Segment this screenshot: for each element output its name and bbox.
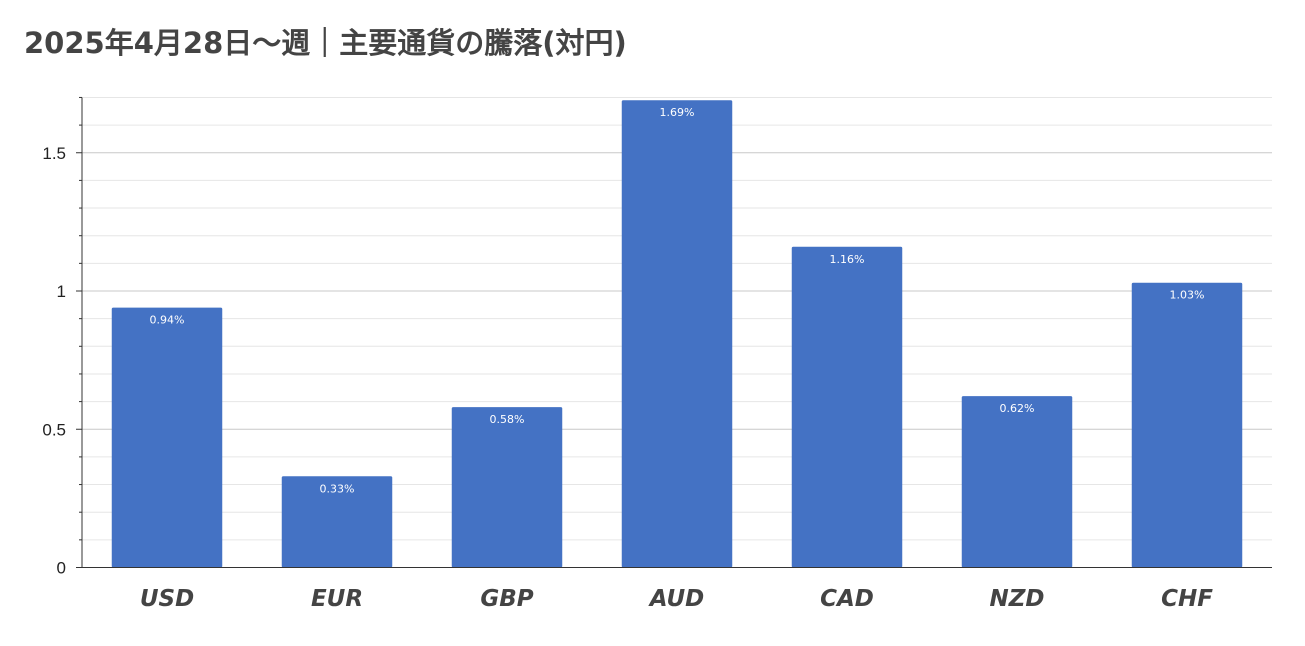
bar-chf [1131, 282, 1243, 568]
bar-nzd [961, 396, 1073, 568]
data-labels: 0.94% 0.33% 0.58% 1.69% 1.16% 0.62% 1.03% [150, 106, 1205, 495]
data-label-chf: 1.03% [1170, 289, 1205, 302]
bar-gbp [451, 407, 563, 568]
data-label-eur: 0.33% [320, 482, 355, 495]
x-tick-label-aud: AUD [648, 586, 705, 612]
data-label-nzd: 0.62% [1000, 402, 1035, 415]
y-tick-label: 1.5 [42, 144, 66, 163]
x-tick-label-gbp: GBP [480, 586, 533, 612]
chart-title: 2025年4月28日〜週｜主要通貨の騰落(対円) [24, 26, 627, 60]
data-label-aud: 1.69% [660, 106, 695, 119]
axes: 0 0.5 1 1.5 USD EUR GBP AUD CAD NZD CHF [42, 96, 1272, 612]
x-tick-label-usd: USD [140, 586, 194, 612]
bar-eur [281, 476, 393, 568]
x-tick-label-chf: CHF [1161, 586, 1213, 612]
y-tick-label: 1 [57, 282, 66, 301]
x-tick-label-cad: CAD [820, 586, 874, 612]
bar-usd [111, 307, 223, 568]
bars [111, 100, 1243, 568]
x-tick-label-nzd: NZD [989, 586, 1044, 612]
data-label-usd: 0.94% [150, 314, 185, 327]
x-tick-label-eur: EUR [311, 586, 363, 612]
data-label-gbp: 0.58% [490, 413, 525, 426]
y-tick-label: 0.5 [42, 420, 66, 439]
data-label-cad: 1.16% [830, 253, 865, 266]
bar-cad [791, 246, 903, 568]
y-tick-label: 0 [57, 559, 66, 578]
bar-aud [621, 100, 733, 568]
